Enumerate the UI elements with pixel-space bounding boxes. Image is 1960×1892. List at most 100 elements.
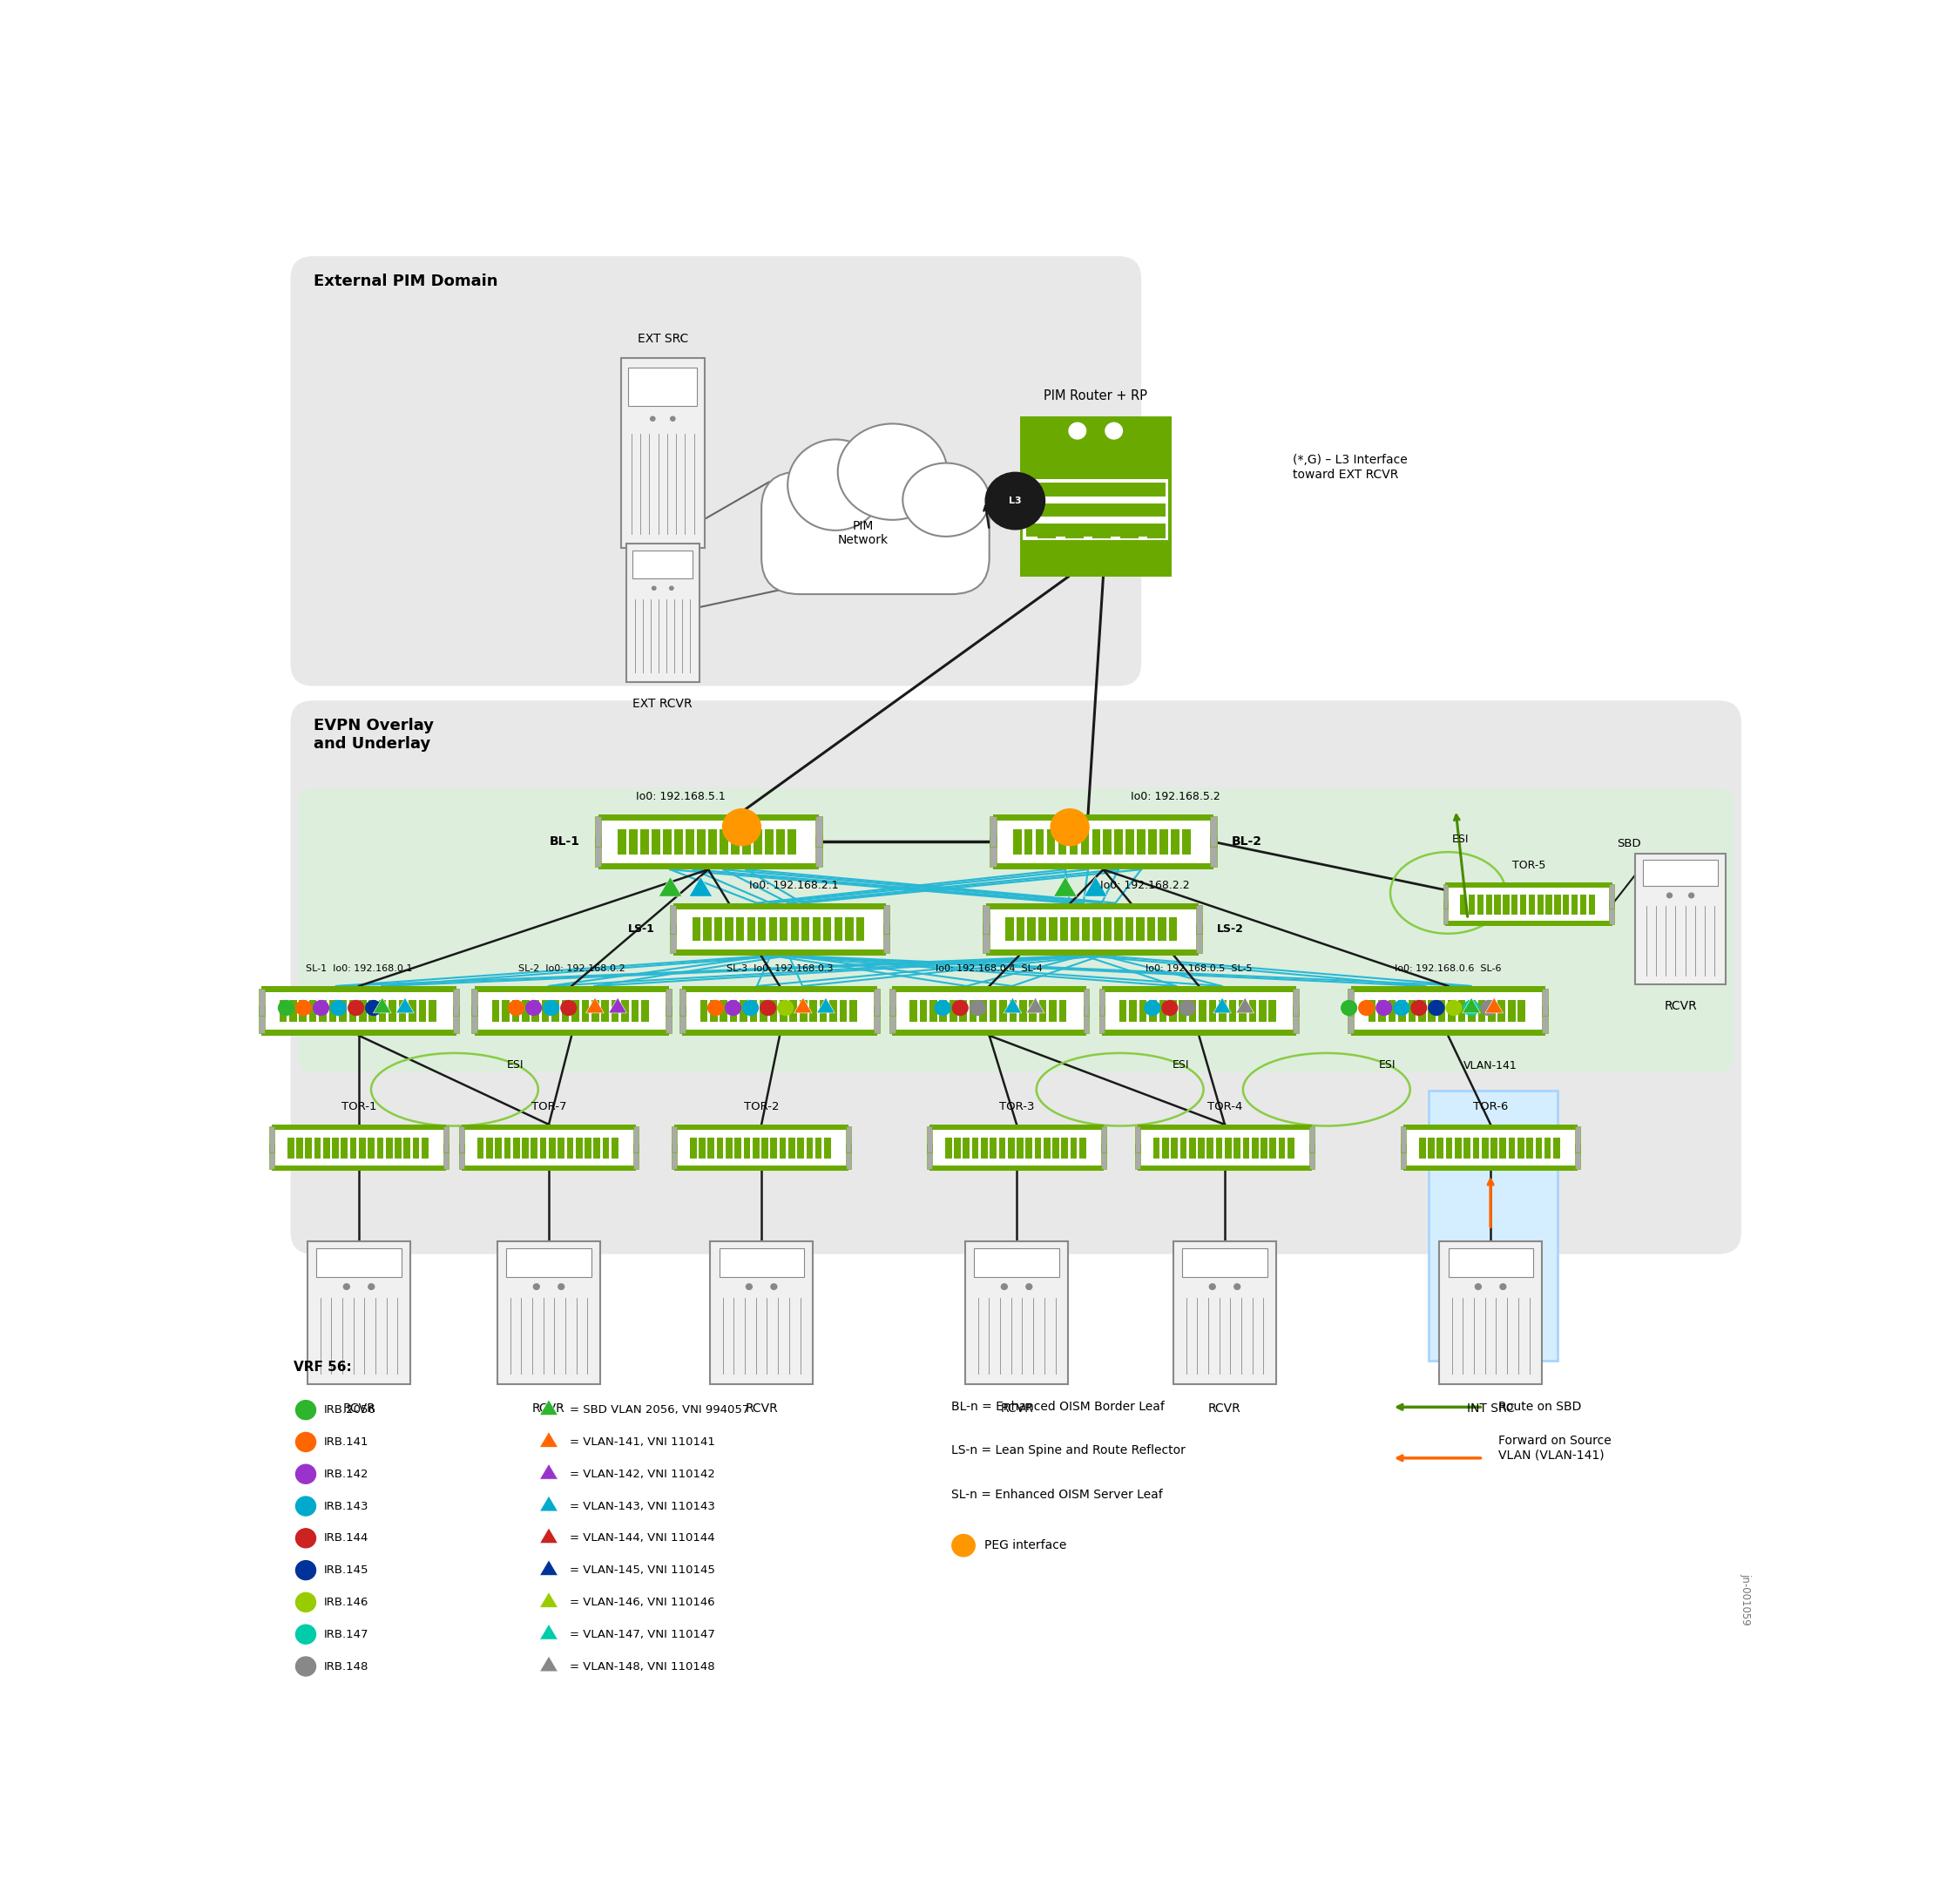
Text: L3: L3 [1009, 496, 1021, 505]
Polygon shape [539, 1591, 559, 1608]
Bar [990, 836, 996, 867]
Bar [990, 1137, 996, 1158]
Bar [1070, 918, 1078, 940]
Bar [719, 1249, 804, 1277]
Circle shape [296, 1529, 316, 1548]
Bar [1190, 999, 1196, 1022]
Bar [1488, 999, 1495, 1022]
Text: Io0: 192.168.0.5  SL-5: Io0: 192.168.0.5 SL-5 [1145, 965, 1252, 972]
Bar [1115, 829, 1123, 855]
Bar [1039, 528, 1056, 537]
Text: IRB.146: IRB.146 [323, 1597, 368, 1608]
Bar [1211, 817, 1217, 848]
Circle shape [347, 999, 365, 1016]
Bar [1149, 999, 1156, 1022]
Bar [1309, 1143, 1315, 1169]
Bar [1494, 895, 1501, 914]
Bar [990, 817, 996, 848]
Bar [621, 999, 629, 1022]
Text: = VLAN-142, VNI 110142: = VLAN-142, VNI 110142 [570, 1468, 715, 1480]
Bar [1497, 999, 1505, 1022]
Bar [263, 986, 457, 1035]
Bar [760, 999, 766, 1022]
Bar [512, 999, 519, 1022]
Text: RCVR: RCVR [745, 1402, 778, 1415]
Bar [764, 829, 772, 855]
Bar [1158, 918, 1166, 940]
Bar [1084, 988, 1090, 1016]
Bar [572, 999, 578, 1022]
Circle shape [651, 587, 657, 590]
Text: = VLAN-147, VNI 110147: = VLAN-147, VNI 110147 [570, 1629, 715, 1640]
Bar [1576, 1126, 1580, 1152]
Bar [882, 925, 890, 954]
Bar [1642, 861, 1717, 885]
Bar [288, 1137, 294, 1158]
Text: jn-001059: jn-001059 [1740, 1574, 1750, 1625]
Polygon shape [539, 1400, 559, 1415]
Bar [476, 991, 666, 1029]
Bar [1009, 999, 1017, 1022]
Circle shape [329, 999, 347, 1016]
Text: SBD: SBD [1617, 838, 1641, 850]
Bar [1507, 999, 1515, 1022]
Bar [269, 1143, 274, 1169]
Bar [1000, 1137, 1005, 1158]
Bar [676, 1130, 847, 1165]
Circle shape [296, 1400, 316, 1421]
Bar [882, 906, 890, 935]
Bar [1100, 988, 1105, 1016]
Bar [1368, 999, 1376, 1022]
Bar [1445, 882, 1611, 927]
Text: RCVR: RCVR [1207, 1402, 1241, 1415]
Text: EXT SRC: EXT SRC [637, 333, 688, 346]
Circle shape [525, 999, 543, 1016]
Bar [1207, 1137, 1213, 1158]
Bar [584, 1137, 592, 1158]
Text: PIM
Network: PIM Network [839, 520, 888, 547]
Bar [1546, 895, 1552, 914]
Bar [310, 999, 318, 1022]
Circle shape [296, 1464, 316, 1485]
Bar [1125, 918, 1133, 940]
Bar [1013, 829, 1021, 855]
Bar [1443, 885, 1448, 908]
Ellipse shape [788, 439, 884, 530]
Bar [459, 1126, 465, 1152]
Bar [1517, 1137, 1525, 1158]
Text: TOR-6: TOR-6 [1474, 1101, 1507, 1112]
Bar [1258, 999, 1266, 1022]
Bar [331, 1137, 339, 1158]
Bar [459, 1143, 465, 1169]
Bar [563, 999, 568, 1022]
Bar [894, 991, 1086, 1029]
Circle shape [1480, 999, 1497, 1016]
Bar [1129, 999, 1137, 1022]
Polygon shape [1027, 997, 1045, 1012]
Text: TOR-1: TOR-1 [341, 1101, 376, 1112]
Text: TOR-5: TOR-5 [1511, 859, 1544, 870]
Bar [670, 925, 676, 954]
Polygon shape [539, 1432, 559, 1447]
Bar [1239, 999, 1247, 1022]
Text: = VLAN-148, VNI 110148: = VLAN-148, VNI 110148 [570, 1661, 715, 1673]
Bar [1100, 1007, 1105, 1033]
Text: External PIM Domain: External PIM Domain [314, 274, 498, 289]
Bar [421, 1137, 429, 1158]
Bar [994, 814, 1213, 870]
Circle shape [1025, 1283, 1033, 1290]
Text: EXT RCVR: EXT RCVR [633, 698, 692, 710]
Bar [1403, 1124, 1578, 1171]
Bar [1170, 829, 1180, 855]
Bar [1429, 999, 1435, 1022]
Bar [666, 988, 672, 1016]
Bar [739, 999, 747, 1022]
Bar [1446, 1137, 1452, 1158]
Circle shape [508, 999, 525, 1016]
Bar [835, 918, 843, 940]
FancyBboxPatch shape [298, 787, 1735, 1073]
Bar [682, 986, 876, 1035]
Bar [759, 918, 766, 940]
Bar [666, 1007, 672, 1033]
Circle shape [557, 1283, 564, 1290]
